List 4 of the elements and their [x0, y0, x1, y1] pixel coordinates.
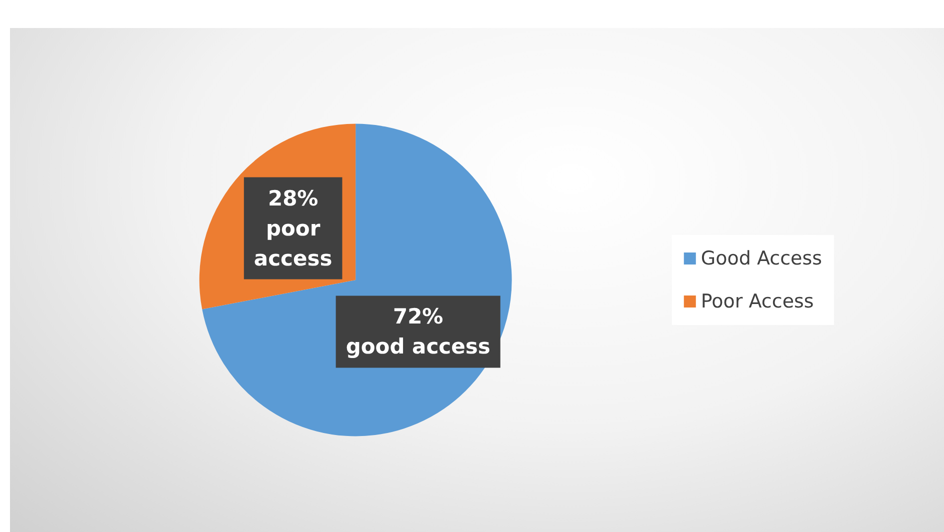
legend-label: Poor Access [700, 290, 814, 312]
data-label: 72% good access [346, 304, 490, 359]
legend-label: Good Access [700, 248, 822, 270]
data-label: 28% poor access [254, 186, 332, 270]
